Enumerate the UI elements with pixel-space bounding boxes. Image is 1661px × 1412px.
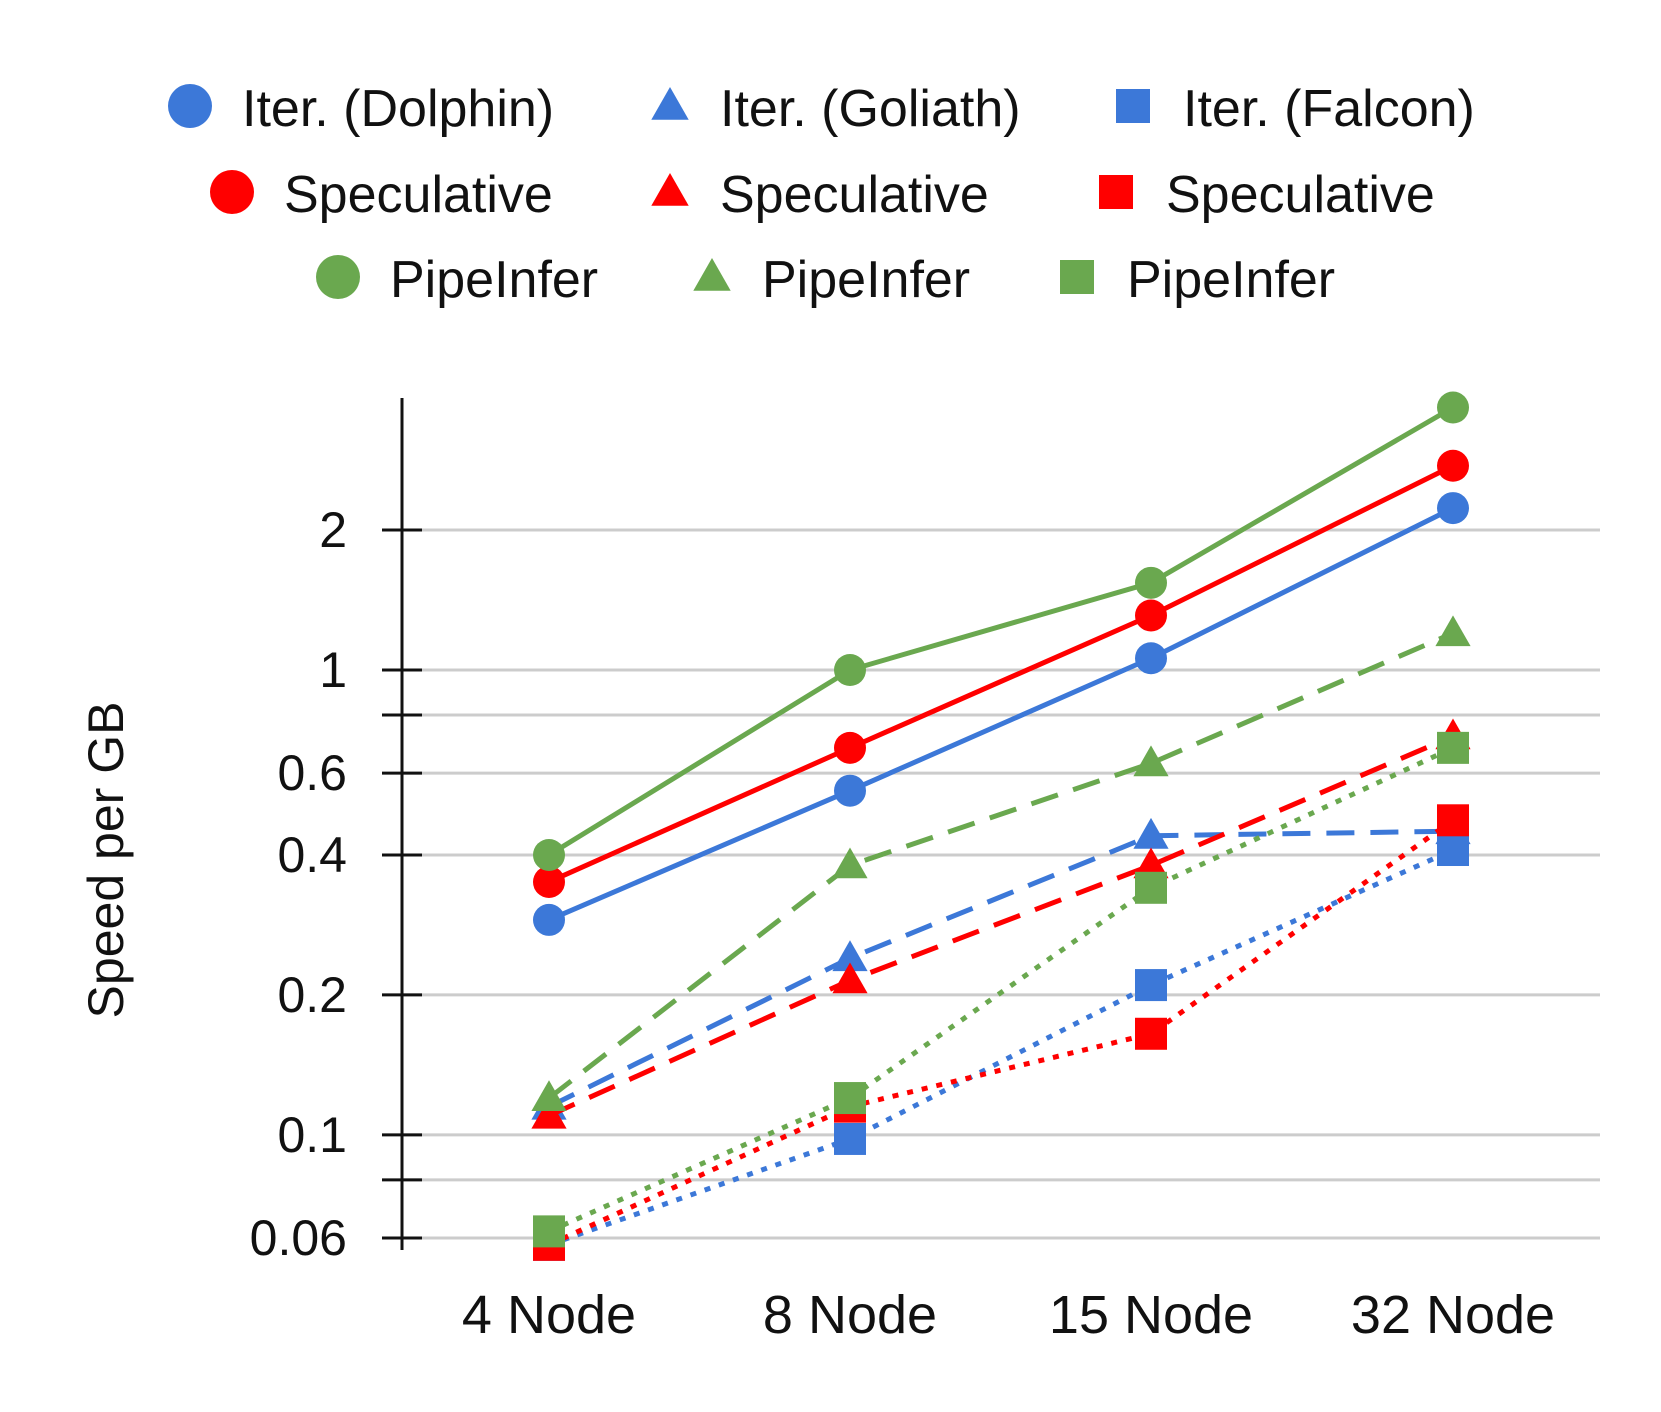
x-tick-label: 15 Node [1049, 1285, 1253, 1345]
series-pipeinfer-triangle [531, 615, 1471, 1112]
series-line [547, 734, 1454, 1118]
series-line [547, 818, 1455, 1248]
data-point [1437, 804, 1469, 837]
data-point [1437, 834, 1469, 867]
legend-item: Iter. (Dolphin) [168, 80, 554, 138]
series-line [548, 505, 1455, 923]
y-tick-label: 1 [319, 642, 347, 698]
legend-item: Iter. (Goliath) [651, 80, 1021, 138]
data-point [834, 774, 866, 807]
data-point [1133, 817, 1169, 849]
data-point [1437, 391, 1469, 424]
y-tick-label: 0.2 [277, 967, 347, 1023]
data-point [1435, 615, 1471, 647]
y-tick-label: 0.6 [277, 745, 347, 801]
legend-marker [1060, 260, 1094, 294]
legend-label: Iter. (Goliath) [720, 80, 1021, 138]
data-point [533, 865, 565, 898]
series-line [547, 630, 1454, 1101]
legend-label: PipeInfer [762, 251, 970, 309]
data-point [1135, 969, 1167, 1002]
legend-label: Speculative [1166, 166, 1435, 224]
data-point [1437, 731, 1469, 764]
legend-item: PipeInfer [693, 251, 970, 309]
data-point [1135, 599, 1167, 632]
data-point [531, 1097, 567, 1129]
legend-item: Speculative [210, 166, 553, 224]
data-point [832, 962, 868, 994]
series-pipeinfer-square [533, 731, 1469, 1248]
series-speculative-circle [533, 449, 1469, 898]
series-speculative-square [533, 804, 1469, 1261]
legend-item: Speculative [1099, 166, 1435, 224]
legend-marker [651, 87, 689, 120]
y-axis-label: Speed per GB [78, 702, 134, 1019]
data-point [1135, 566, 1167, 599]
data-point [834, 1122, 866, 1155]
data-point [832, 847, 868, 879]
data-point [1133, 847, 1169, 879]
series-line [547, 405, 1455, 858]
x-tick-label: 8 Node [763, 1285, 937, 1345]
y-tick-label: 0.1 [277, 1107, 347, 1163]
data-point [531, 1080, 567, 1112]
legend-label: PipeInfer [1127, 251, 1335, 309]
legend-marker [168, 84, 212, 128]
data-point [1135, 871, 1167, 904]
data-point [832, 940, 868, 972]
series-line [548, 847, 1455, 1248]
data-point [834, 654, 866, 686]
series-line [547, 828, 1454, 1109]
legend-item: PipeInfer [316, 251, 598, 309]
data-point [834, 731, 866, 764]
legend-marker [210, 170, 254, 214]
legend-label: Speculative [284, 166, 553, 224]
series-pipeinfer-circle [533, 391, 1469, 871]
legend-marker [693, 258, 731, 291]
legend-marker [1099, 175, 1133, 209]
legend-label: Iter. (Falcon) [1183, 80, 1475, 138]
data-point [834, 1082, 866, 1115]
x-tick-label: 4 Node [462, 1285, 636, 1345]
axes: 0.06 0.1 0.2 0.4 0.6 1 2 4 Node 8 Node 15 Node 32 … [250, 398, 1555, 1345]
legend-label: PipeInfer [390, 251, 598, 309]
legend: Iter. (Dolphin) Iter. (Goliath) Iter. (Fal… [168, 80, 1475, 309]
data-point [1437, 492, 1469, 525]
legend-label: Speculative [720, 166, 989, 224]
series-line [547, 463, 1455, 885]
data-point [533, 838, 565, 871]
y-tick-label: 2 [319, 502, 347, 558]
legend-label: Iter. (Dolphin) [242, 80, 554, 138]
y-tick-label: 0.4 [277, 827, 347, 883]
series-iter-goliath-triangle [531, 813, 1471, 1120]
series-layer [531, 391, 1471, 1261]
legend-item: Speculative [651, 166, 989, 224]
legend-item: Iter. (Falcon) [1116, 80, 1475, 138]
legend-item: PipeInfer [1060, 251, 1335, 309]
series-iter-dolphin-circle [533, 492, 1469, 936]
gridlines [402, 528, 1600, 1240]
x-tick-label: 32 Node [1351, 1285, 1555, 1345]
legend-marker [651, 173, 689, 206]
data-point [1437, 449, 1469, 482]
data-point [533, 903, 565, 936]
series-line [547, 745, 1455, 1234]
legend-marker [1116, 89, 1150, 123]
data-point [533, 1215, 565, 1248]
data-point [1135, 642, 1167, 675]
data-point [1135, 1017, 1167, 1050]
y-tick-label: 0.06 [250, 1210, 347, 1266]
data-point [1133, 745, 1169, 777]
legend-marker [316, 255, 360, 299]
